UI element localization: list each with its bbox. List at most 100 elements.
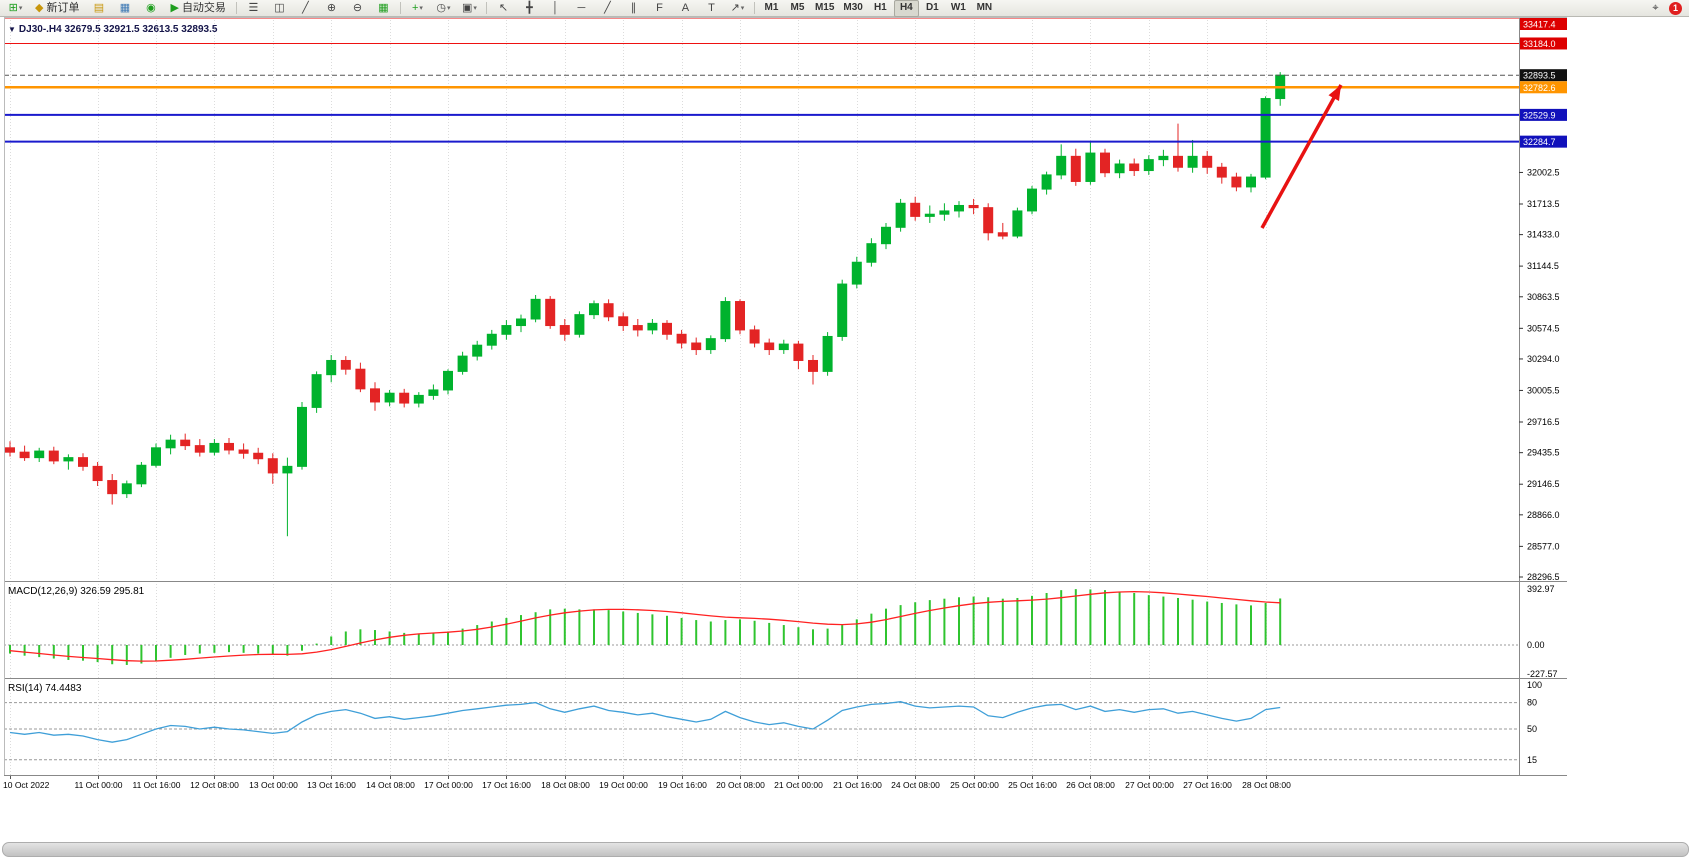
trendline-button[interactable]: ╱ xyxy=(595,0,620,17)
new-order-icon: ◆ xyxy=(35,1,44,14)
timeframe-w1-button[interactable]: W1 xyxy=(950,2,966,13)
alerts-button[interactable]: ◉ xyxy=(138,0,163,17)
line-chart-button[interactable]: ╱ xyxy=(293,0,318,17)
clock-icon: ◷ xyxy=(436,1,446,14)
timeframe-mn-button[interactable]: MN xyxy=(976,2,993,13)
rsi-indicator-label: RSI(14) 74.4483 xyxy=(8,683,82,694)
templates-button[interactable]: ▣ ▾ xyxy=(457,0,482,17)
axes: 10 Oct 2022 11 Oct 00:00 11 Oct 16:00 12 Oc… xyxy=(3,17,1567,790)
svg-text:31144.5: 31144.5 xyxy=(1527,261,1559,271)
main-toolbar: ⊞ ▾ ◆ 新订单 ▤ ▦ ◉ ▶ 自动交易 ☰ ◫ ╱ ⊕ ⊖ ▦ + ▾ ◷ ▾ ▣ ▾… xyxy=(0,0,1689,17)
new-chart-button[interactable]: ⊞ ▾ xyxy=(3,0,28,17)
vertical-line-icon: │ xyxy=(552,1,559,14)
svg-text:21 Oct 00:00: 21 Oct 00:00 xyxy=(774,780,823,790)
arrows-button[interactable]: ↗ ▾ xyxy=(725,0,750,17)
chevron-down-icon: ▾ xyxy=(473,4,477,12)
indicators-button[interactable]: + ▾ xyxy=(405,0,430,17)
print-button[interactable]: ▦ xyxy=(112,0,137,17)
svg-text:13 Oct 16:00: 13 Oct 16:00 xyxy=(307,780,356,790)
sound-icon: ◉ xyxy=(146,1,156,14)
chevron-down-icon: ▾ xyxy=(18,4,23,12)
svg-text:28866.0: 28866.0 xyxy=(1527,510,1560,520)
svg-text:28296.5: 28296.5 xyxy=(1527,572,1560,582)
fibonacci-button[interactable]: F xyxy=(647,0,672,17)
autotrading-label: 自动交易 xyxy=(181,1,226,14)
trend-arrow xyxy=(1260,84,1343,229)
search-icon: ⌖ xyxy=(1652,1,1659,14)
svg-text:15: 15 xyxy=(1527,755,1537,765)
text-label-button[interactable]: T xyxy=(699,0,724,17)
svg-text:31433.0: 31433.0 xyxy=(1527,230,1560,240)
timeframe-m1-button[interactable]: M1 xyxy=(764,2,779,13)
svg-text:14 Oct 08:00: 14 Oct 08:00 xyxy=(366,780,415,790)
chevron-down-icon: ▾ xyxy=(446,4,451,12)
svg-text:80: 80 xyxy=(1527,698,1537,708)
search-button[interactable]: ⌖ xyxy=(1643,0,1668,17)
channel-button[interactable]: ∥ xyxy=(621,0,646,17)
crosshair-icon: ╋ xyxy=(526,1,533,14)
bar-chart-button[interactable]: ☰ xyxy=(241,0,266,17)
autotrading-button[interactable]: ▶ 自动交易 xyxy=(164,0,231,17)
notification-badge[interactable]: 1 xyxy=(1669,1,1682,15)
svg-text:30294.0: 30294.0 xyxy=(1527,354,1560,364)
toolbar-separator xyxy=(399,2,401,14)
svg-text:30574.5: 30574.5 xyxy=(1527,323,1560,333)
svg-text:17 Oct 00:00: 17 Oct 00:00 xyxy=(424,780,473,790)
svg-text:29716.5: 29716.5 xyxy=(1527,417,1560,427)
chevron-down-icon: ▾ xyxy=(740,4,745,12)
timeframe-m5-button[interactable]: M5 xyxy=(790,2,805,13)
candlestick-icon: ◫ xyxy=(274,1,285,14)
timeframe-m15-button[interactable]: M15 xyxy=(814,2,835,13)
horizontal-scrollbar[interactable] xyxy=(2,842,1689,857)
svg-text:12 Oct 08:00: 12 Oct 08:00 xyxy=(190,780,239,790)
indicator-layer xyxy=(4,589,1519,761)
svg-text:-227.57: -227.57 xyxy=(1527,669,1558,679)
autotrading-play-icon: ▶ xyxy=(170,1,179,14)
cursor-button[interactable]: ↖ xyxy=(491,0,516,17)
history-center-button[interactable]: ▤ xyxy=(86,0,111,17)
svg-text:19 Oct 00:00: 19 Oct 00:00 xyxy=(599,780,648,790)
svg-text:31713.5: 31713.5 xyxy=(1527,199,1560,209)
svg-text:32782.6: 32782.6 xyxy=(1523,83,1556,93)
history-icon: ▤ xyxy=(93,1,105,14)
svg-text:26 Oct 08:00: 26 Oct 08:00 xyxy=(1066,780,1115,790)
level-lines[interactable]: 33417.4 33184.0 32893.5 32782.6 32529.9 32284… xyxy=(4,17,1567,148)
svg-text:27 Oct 16:00: 27 Oct 16:00 xyxy=(1183,780,1232,790)
svg-text:20 Oct 08:00: 20 Oct 08:00 xyxy=(716,780,765,790)
candlestick-chart-button[interactable]: ◫ xyxy=(267,0,292,17)
zoom-out-button[interactable]: ⊖ xyxy=(345,0,370,17)
svg-text:17 Oct 16:00: 17 Oct 16:00 xyxy=(482,780,531,790)
toolbar-separator xyxy=(753,2,755,14)
svg-text:13 Oct 00:00: 13 Oct 00:00 xyxy=(249,780,298,790)
bar-chart-icon: ☰ xyxy=(248,1,259,14)
new-order-button[interactable]: ◆ 新订单 xyxy=(29,0,85,17)
timeframe-m30-button[interactable]: M30 xyxy=(843,2,863,13)
zoom-out-icon: ⊖ xyxy=(352,1,363,14)
zoom-in-button[interactable]: ⊕ xyxy=(319,0,344,17)
candles-layer[interactable] xyxy=(5,72,1286,537)
horizontal-line-icon: ─ xyxy=(577,1,586,14)
svg-text:32529.9: 32529.9 xyxy=(1523,110,1556,120)
annotations[interactable] xyxy=(1260,84,1343,229)
periods-button[interactable]: ◷ ▾ xyxy=(431,0,456,17)
svg-text:24 Oct 08:00: 24 Oct 08:00 xyxy=(891,780,940,790)
gridlines xyxy=(10,17,1267,775)
crosshair-button[interactable]: ╋ xyxy=(517,0,542,17)
text-button[interactable]: A xyxy=(673,0,698,17)
chart-canvas[interactable]: 33417.4 33184.0 32893.5 32782.6 32529.9 32284… xyxy=(0,17,1689,858)
new-order-label: 新订单 xyxy=(46,1,80,14)
chevron-down-icon: ▾ xyxy=(419,4,423,12)
symbol-dropdown-icon[interactable]: ▼ xyxy=(8,25,16,34)
channel-icon: ∥ xyxy=(630,1,637,14)
vertical-line-button[interactable]: │ xyxy=(543,0,568,17)
tile-windows-button[interactable]: ▦ xyxy=(371,0,396,17)
timeframe-d1-button[interactable]: D1 xyxy=(925,2,939,13)
timeframe-h4-button[interactable]: H4 xyxy=(893,0,919,17)
svg-text:25 Oct 00:00: 25 Oct 00:00 xyxy=(950,780,999,790)
svg-text:21 Oct 16:00: 21 Oct 16:00 xyxy=(833,780,882,790)
trendline-icon: ╱ xyxy=(604,1,611,14)
horizontal-line-button[interactable]: ─ xyxy=(569,0,594,17)
svg-text:32002.5: 32002.5 xyxy=(1527,167,1560,177)
timeframe-h1-button[interactable]: H1 xyxy=(873,2,887,13)
text-icon: A xyxy=(681,1,690,14)
